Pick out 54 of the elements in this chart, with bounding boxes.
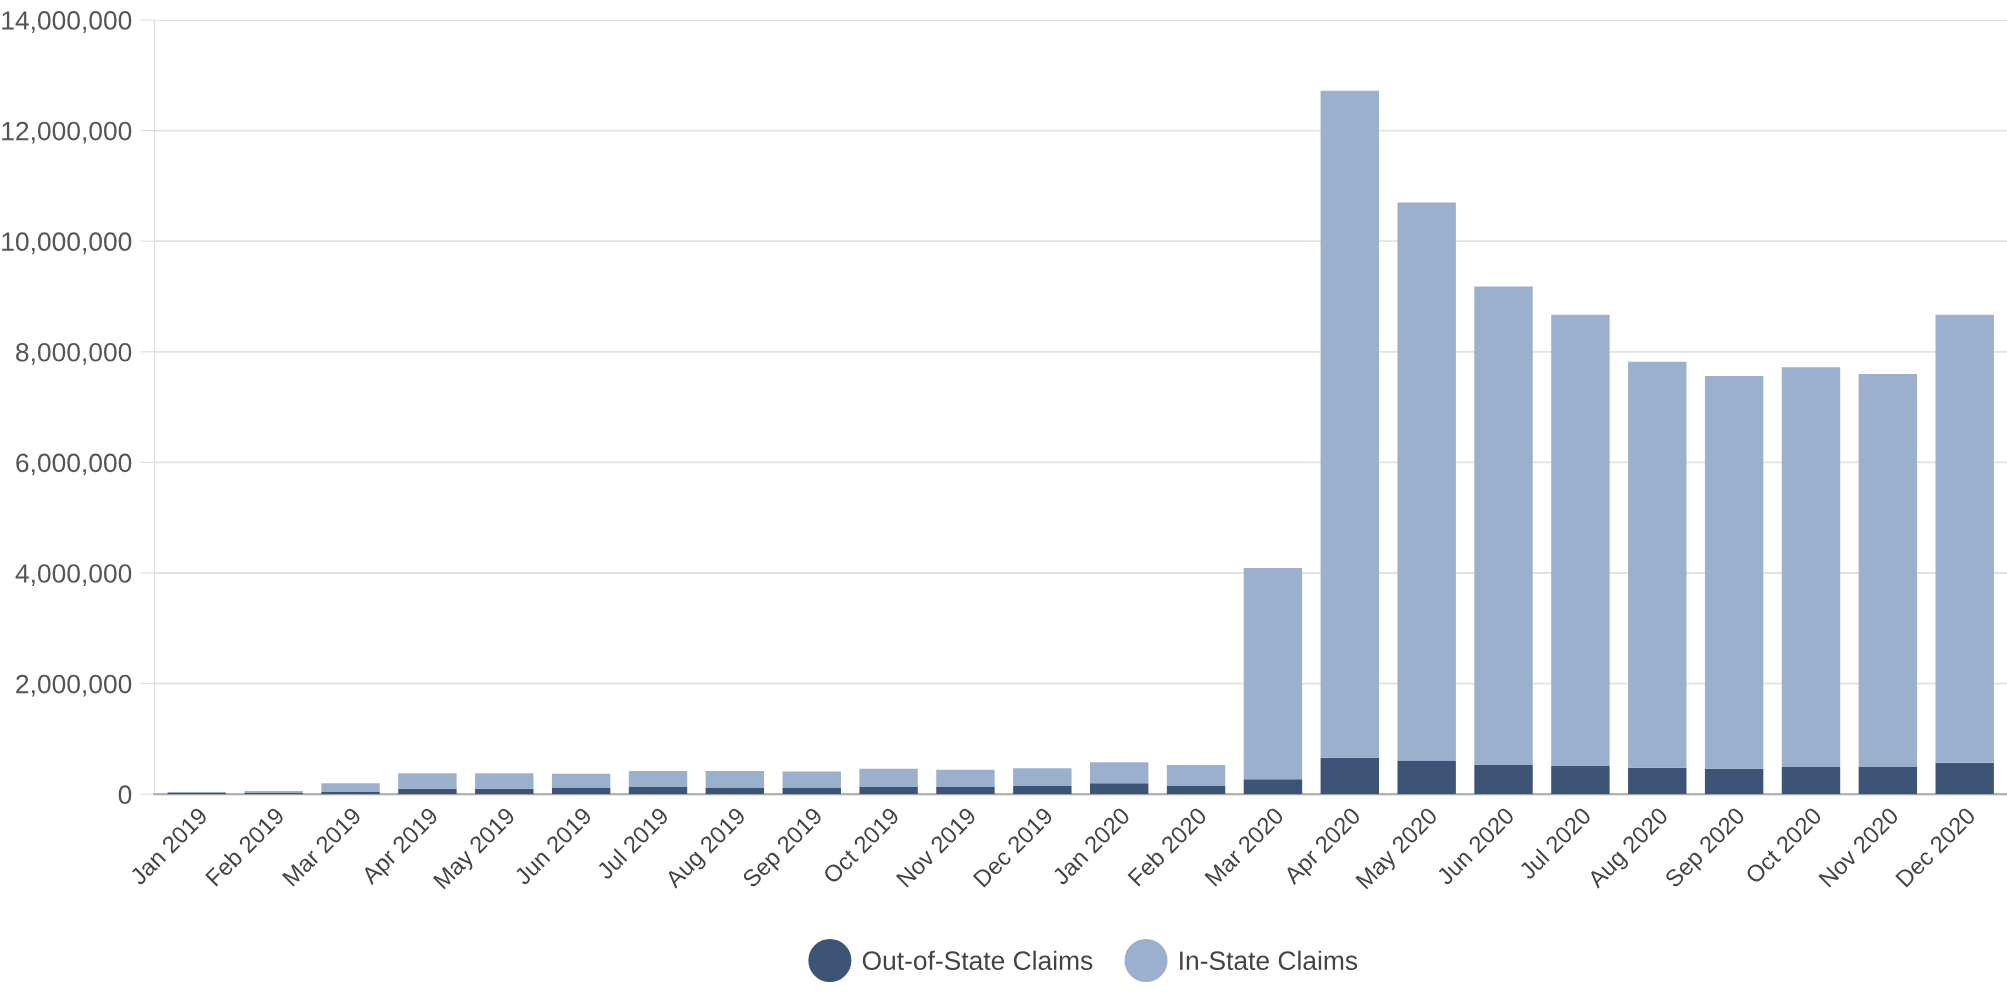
bar (1474, 764, 1533, 795)
bar (705, 787, 765, 795)
bar (398, 773, 457, 789)
bar (1089, 762, 1149, 784)
y-tick-label: 8,000,000 (16, 342, 132, 365)
bar (551, 788, 611, 795)
bar (1704, 768, 1764, 795)
bar (1781, 767, 1841, 795)
bar (551, 773, 611, 789)
y-tick-label: 10,000,000 (2, 232, 132, 255)
bar (321, 791, 380, 795)
bar (1089, 783, 1149, 795)
bar (628, 770, 688, 788)
bar (936, 787, 995, 795)
bar (1320, 90, 1380, 758)
bar (628, 787, 688, 795)
y-tick-label: 4,000,000 (15, 564, 132, 586)
bar (705, 770, 765, 788)
bar (1166, 764, 1226, 786)
bar (1320, 757, 1380, 795)
bar (1474, 286, 1533, 765)
bar (1781, 367, 1841, 768)
bar (1397, 202, 1456, 761)
bar (398, 788, 457, 795)
bar (1551, 766, 1610, 795)
y-tick-label: 2,000,000 (16, 674, 132, 697)
bar (475, 788, 534, 795)
bar (859, 768, 918, 788)
bar (1013, 768, 1072, 786)
bar (1551, 314, 1610, 766)
bar (1628, 767, 1687, 795)
y-tick-label: 12,000,000 (2, 121, 132, 144)
bar (1704, 376, 1764, 769)
y-tick-label: 0 (118, 785, 132, 805)
bar (1935, 314, 1994, 763)
bar (321, 783, 380, 792)
bar (1628, 361, 1687, 768)
bar (859, 787, 918, 795)
legend-label: In-State Claims (1180, 950, 1358, 971)
bar (782, 787, 841, 795)
bar (1243, 779, 1303, 795)
bar (475, 773, 534, 789)
y-tick-label: 14,000,000 (2, 11, 132, 33)
legend-label: Out-of-State Claims (862, 950, 1093, 971)
bar (1013, 785, 1072, 795)
bar (782, 771, 841, 788)
bar (936, 769, 995, 788)
bar (1243, 568, 1303, 780)
y-tick-label: 6,000,000 (16, 453, 132, 476)
bar (1397, 760, 1456, 795)
bar (1166, 785, 1226, 795)
bar (1935, 762, 1994, 795)
bar (1858, 373, 1918, 767)
bar (1858, 766, 1918, 795)
